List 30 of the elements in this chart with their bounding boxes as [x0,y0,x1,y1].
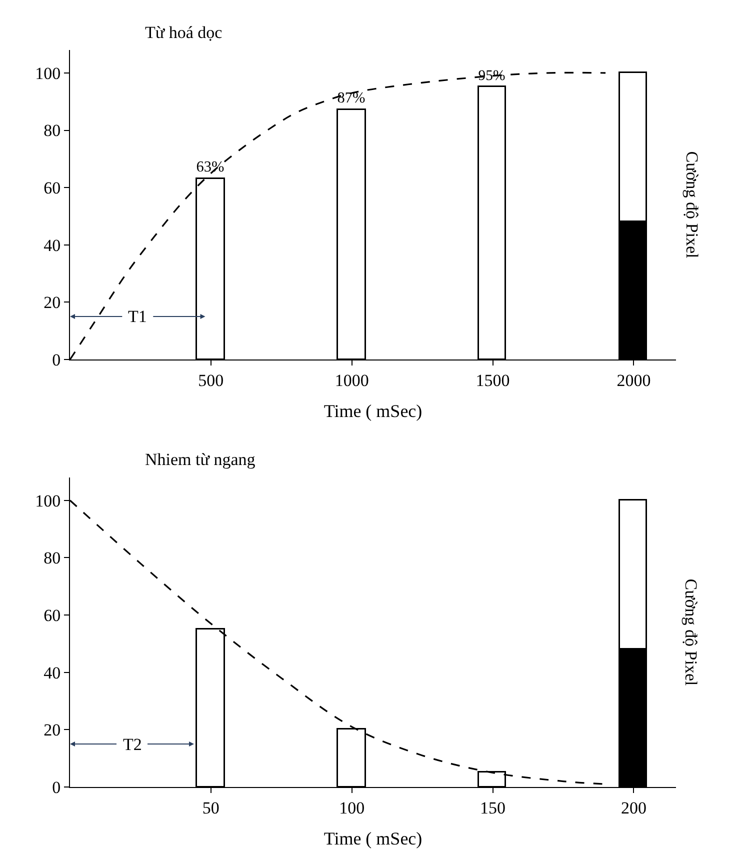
y-tick-label: 80 [44,121,61,140]
x-tick-label: 2000 [616,370,651,390]
y-tick-label: 60 [44,178,61,198]
annotation: T1 [128,307,147,326]
y-tick-label: 60 [44,606,61,625]
data-label: 95% [478,68,506,84]
x-tick-label: 100 [339,798,365,818]
chart-title: Từ hoá dọc [145,23,223,42]
y-tick-label: 100 [35,491,61,510]
data-label: 63% [196,158,225,176]
x-tick-label: 1500 [476,370,510,390]
y-tick-label: 20 [44,720,61,740]
x-tick-label: 200 [620,798,646,818]
y-tick-label: 40 [44,236,61,255]
text: Cường độ Pixel [682,578,701,686]
y-tick-label: 40 [44,663,61,682]
y-tick-label: 0 [52,350,61,370]
x-axis-title: Time ( mSec) [324,828,422,848]
x-tick-label: 500 [198,370,224,390]
x-tick-label: 1000 [334,370,369,390]
x-axis-title: Time ( mSec) [324,401,422,422]
chart-title: Nhiem từ ngang [145,450,256,469]
text: Cường độ Pixel [682,151,702,259]
x-tick-label: 50 [202,798,220,818]
y-tick-label: 80 [44,548,61,568]
y-tick-label: 0 [52,778,61,797]
y-tick-label: 100 [35,64,61,83]
x-tick-label: 150 [480,798,506,818]
annotation: T2 [123,735,142,754]
y-tick-label: 20 [44,293,61,312]
